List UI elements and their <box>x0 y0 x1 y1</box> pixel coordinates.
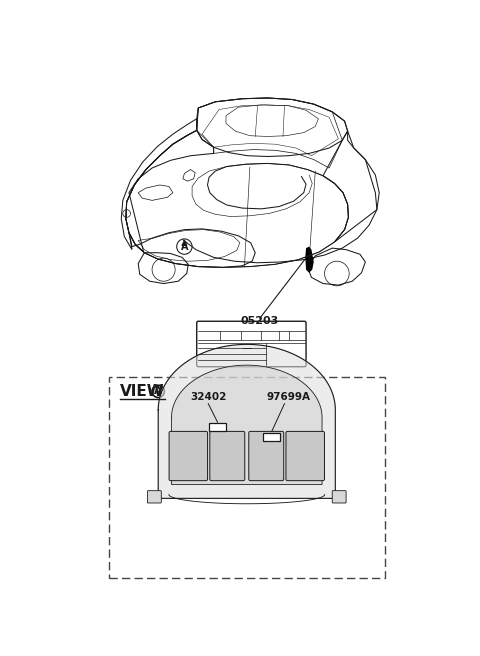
FancyBboxPatch shape <box>210 432 245 481</box>
Text: VIEW: VIEW <box>120 384 164 399</box>
Polygon shape <box>305 247 314 273</box>
Text: 97699A: 97699A <box>266 392 311 402</box>
FancyBboxPatch shape <box>286 432 324 481</box>
FancyBboxPatch shape <box>169 432 207 481</box>
FancyBboxPatch shape <box>332 491 346 503</box>
FancyBboxPatch shape <box>147 491 161 503</box>
FancyBboxPatch shape <box>197 321 306 367</box>
Polygon shape <box>171 365 322 485</box>
Text: A: A <box>154 386 162 396</box>
Text: A: A <box>180 241 188 252</box>
Polygon shape <box>158 344 336 499</box>
Text: 05203: 05203 <box>241 316 279 326</box>
Bar <box>109 377 384 578</box>
Bar <box>263 432 280 441</box>
Bar <box>209 422 226 431</box>
Text: 32402: 32402 <box>190 392 227 402</box>
FancyBboxPatch shape <box>249 432 284 481</box>
